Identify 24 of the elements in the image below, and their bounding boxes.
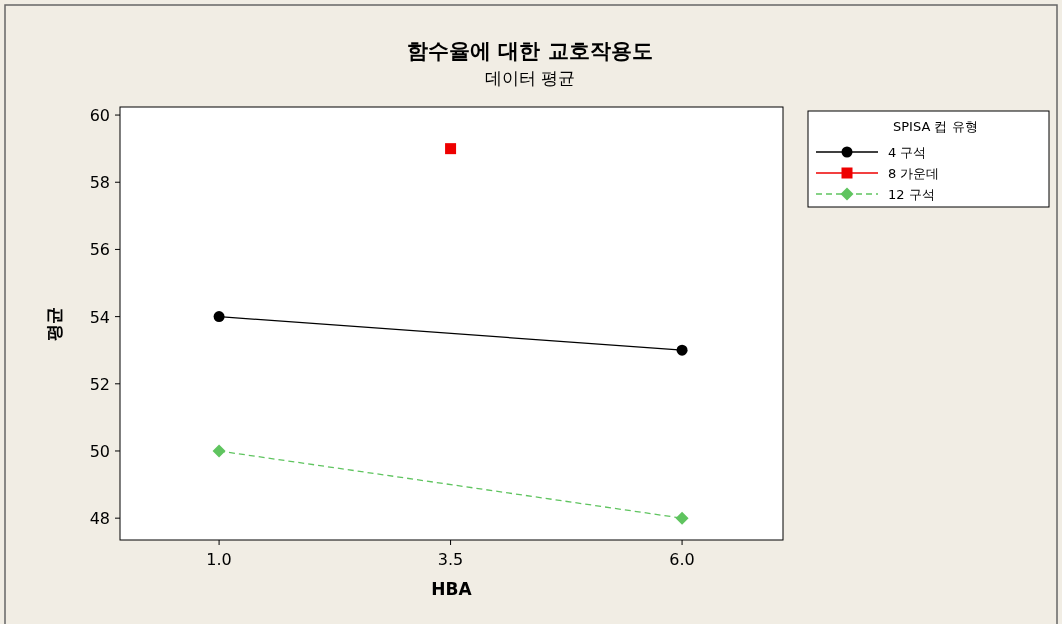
point (213, 311, 225, 323)
point (212, 444, 226, 458)
legend-label: 8 가운데 (888, 166, 940, 181)
chart-subtitle: 데이터 평균 (484, 68, 576, 88)
legend-label: 12 구석 (888, 187, 935, 202)
point (676, 344, 688, 356)
x-axis-title: HBA (431, 579, 473, 599)
y-tick-label: 54 (89, 307, 110, 327)
chart-title: 함수율에 대한 교호작용도 (407, 39, 653, 63)
x-tick-label: 1.0 (206, 550, 232, 569)
legend-title: SPISA 컵 유형 (893, 119, 978, 134)
y-tick-label: 48 (89, 509, 110, 529)
legend-item: 4 구석 (815, 145, 927, 160)
x-tick-label: 6.0 (669, 550, 695, 569)
legend-label: 4 구석 (888, 145, 927, 160)
y-axis-title: 평균 (44, 306, 64, 341)
point (675, 511, 689, 525)
x-tick-label: 3.5 (437, 550, 464, 569)
y-tick-label: 56 (89, 240, 110, 260)
y-tick-label: 58 (89, 173, 110, 193)
point (445, 143, 457, 155)
y-tick-label: 60 (89, 106, 110, 126)
y-tick-label: 52 (89, 374, 110, 394)
y-tick-label: 50 (89, 441, 110, 461)
